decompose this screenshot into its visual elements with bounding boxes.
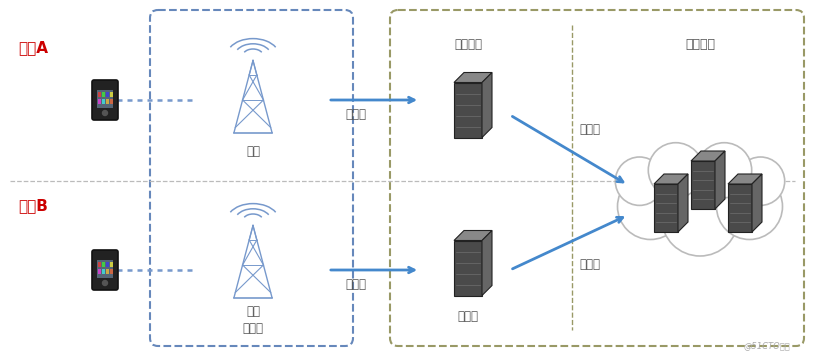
- Polygon shape: [752, 174, 762, 232]
- Text: 接入网: 接入网: [243, 322, 264, 335]
- Bar: [110, 99, 112, 104]
- Bar: [110, 92, 112, 97]
- FancyBboxPatch shape: [92, 80, 118, 120]
- Bar: [106, 262, 108, 267]
- Polygon shape: [454, 231, 492, 240]
- Circle shape: [103, 281, 107, 286]
- Text: 骨干网络: 骨干网络: [685, 38, 715, 51]
- Polygon shape: [728, 174, 762, 184]
- Circle shape: [618, 173, 684, 240]
- Text: 承载网: 承载网: [345, 108, 366, 121]
- Polygon shape: [728, 184, 752, 232]
- Polygon shape: [454, 83, 482, 138]
- Bar: [98, 99, 100, 104]
- Bar: [102, 262, 104, 267]
- Circle shape: [697, 143, 751, 198]
- Polygon shape: [691, 151, 725, 161]
- Bar: [102, 99, 104, 104]
- Bar: [102, 269, 104, 274]
- Circle shape: [716, 173, 782, 240]
- Text: 城市B: 城市B: [18, 198, 48, 213]
- Polygon shape: [482, 72, 492, 138]
- Polygon shape: [715, 151, 725, 209]
- Text: 基站: 基站: [246, 145, 260, 158]
- Bar: [98, 262, 100, 267]
- Bar: [97, 90, 113, 108]
- Polygon shape: [482, 231, 492, 295]
- Bar: [98, 92, 100, 97]
- Text: 城市A: 城市A: [18, 40, 48, 55]
- Bar: [97, 260, 113, 278]
- Polygon shape: [654, 174, 688, 184]
- Circle shape: [648, 143, 703, 198]
- Circle shape: [615, 157, 663, 205]
- FancyBboxPatch shape: [92, 250, 118, 290]
- Polygon shape: [678, 174, 688, 232]
- FancyBboxPatch shape: [390, 10, 804, 346]
- Polygon shape: [454, 240, 482, 295]
- Text: 承载网: 承载网: [345, 278, 366, 291]
- Text: 基站: 基站: [246, 305, 260, 318]
- Bar: [110, 262, 112, 267]
- Text: 承载网: 承载网: [580, 123, 601, 136]
- Bar: [106, 99, 108, 104]
- Bar: [110, 269, 112, 274]
- Polygon shape: [454, 72, 492, 83]
- Bar: [102, 92, 104, 97]
- Circle shape: [737, 157, 785, 205]
- FancyBboxPatch shape: [150, 10, 353, 346]
- Bar: [106, 269, 108, 274]
- Circle shape: [662, 179, 738, 256]
- Polygon shape: [691, 161, 715, 209]
- Bar: [98, 269, 100, 274]
- Polygon shape: [654, 184, 678, 232]
- Text: 承载网: 承载网: [580, 258, 601, 271]
- Bar: [106, 92, 108, 97]
- Circle shape: [103, 110, 107, 115]
- Text: 电信机房: 电信机房: [454, 38, 482, 51]
- Text: 核心网: 核心网: [457, 310, 479, 323]
- Text: @51CTO博客: @51CTO博客: [743, 341, 790, 350]
